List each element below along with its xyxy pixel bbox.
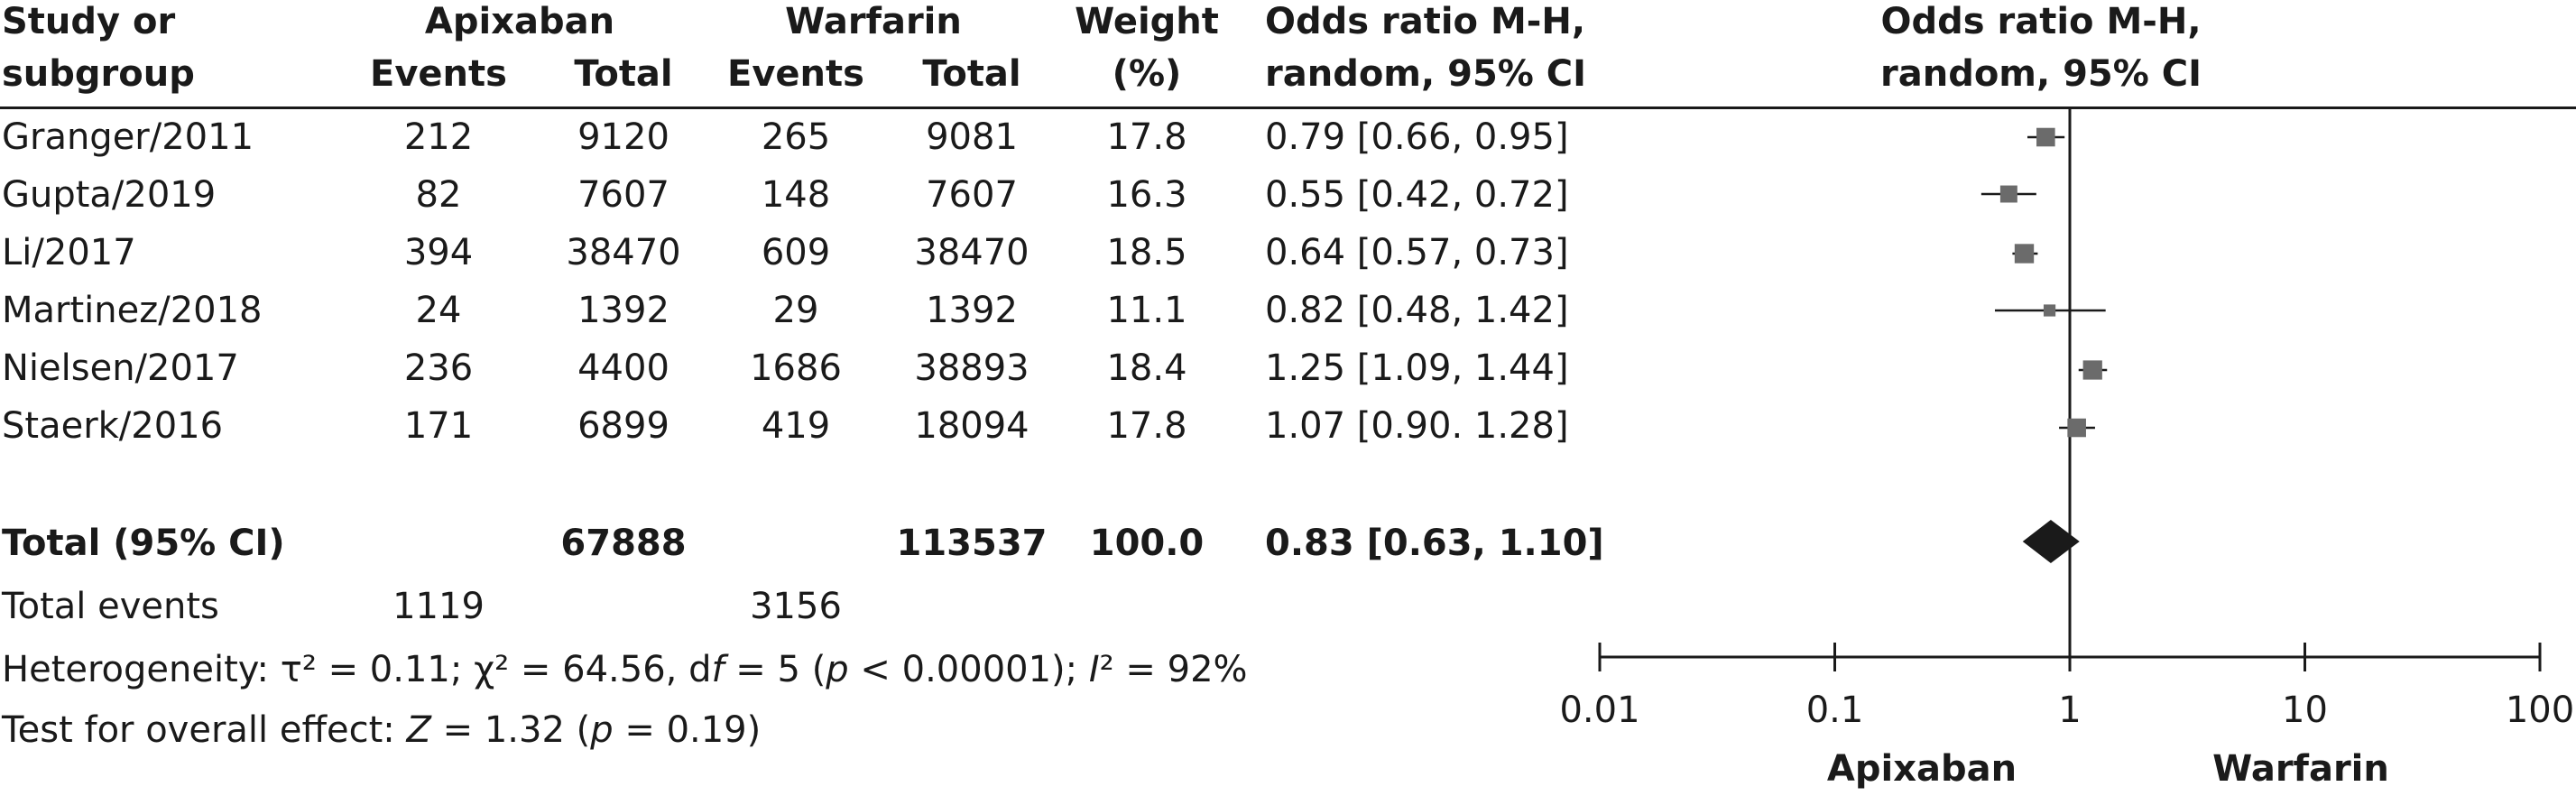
apix-total: 6899 [577, 405, 669, 447]
header-plot-line1: Odds ratio M-H, [1880, 1, 2202, 42]
study-ci: 0.55 [0.42, 0.72] [1265, 174, 1569, 216]
study-name: Li/2017 [2, 232, 136, 273]
header-study-line1: Study or [2, 1, 176, 42]
warf-total: 9081 [926, 116, 1018, 158]
study-point-marker [2067, 418, 2086, 438]
header-or-line2: random, 95% CI [1265, 53, 1587, 95]
total-label: Total (95% CI) [2, 523, 285, 564]
warf-total: 1392 [926, 290, 1018, 331]
apix-events: 236 [403, 347, 474, 389]
warf-events: 1686 [750, 347, 842, 389]
warf-events: 265 [761, 116, 831, 158]
total-weight: 100.0 [1089, 523, 1205, 564]
header-warf-total: Total [922, 53, 1021, 95]
study-point-marker [2082, 360, 2102, 380]
axis-label-warfarin: Warfarin [2212, 748, 2389, 790]
apix-events: 394 [403, 232, 474, 273]
warf-total: 18094 [914, 405, 1029, 447]
header-apixaban: Apixaban [424, 1, 615, 42]
warf-total: 7607 [926, 174, 1018, 216]
study-weight: 11.1 [1106, 290, 1187, 331]
x-tick-label: 10 [2282, 690, 2328, 731]
x-tick-label: 100 [2506, 690, 2574, 731]
pooled-diamond [2022, 520, 2080, 563]
study-point-marker [2043, 304, 2056, 317]
study-weight: 16.3 [1106, 174, 1187, 216]
total-warf-total: 113537 [896, 523, 1048, 564]
header-weight-line1: Weight [1075, 1, 1219, 42]
study-ci: 0.79 [0.66, 0.95] [1265, 116, 1569, 158]
events-warf: 3156 [750, 586, 842, 627]
study-ci: 1.07 [0.90. 1.28] [1265, 405, 1569, 447]
study-weight: 18.5 [1106, 232, 1187, 273]
x-tick-label: 0.1 [1806, 690, 1864, 731]
events-apix: 1119 [392, 586, 485, 627]
warf-events: 148 [761, 174, 831, 216]
header-plot-line2: random, 95% CI [1879, 53, 2202, 95]
x-tick-label: 1 [2058, 690, 2081, 731]
warf-events: 29 [772, 290, 819, 331]
overall-effect-text: Test for overall effect: Z = 1.32 (p = 0… [2, 709, 762, 751]
apix-total: 7607 [577, 174, 669, 216]
study-point-marker [2014, 244, 2035, 264]
study-weight: 17.8 [1106, 116, 1187, 158]
header-weight-line2: (%) [1112, 53, 1182, 95]
warf-total: 38893 [914, 347, 1029, 389]
total-apix-total: 67888 [560, 523, 687, 564]
apix-total: 4400 [577, 347, 669, 389]
header-apix-events: Events [370, 53, 507, 95]
apix-events: 171 [403, 405, 474, 447]
axis-label-apixaban: Apixaban [1826, 748, 2017, 790]
study-ci: 0.64 [0.57, 0.73] [1265, 232, 1569, 273]
study-point-marker [2036, 127, 2055, 147]
apix-events: 24 [415, 290, 462, 331]
study-ci: 0.82 [0.48, 1.42] [1265, 290, 1569, 331]
warf-total: 38470 [914, 232, 1029, 273]
header-warf-events: Events [727, 53, 864, 95]
heterogeneity-text: Heterogeneity: τ² = 0.11; χ² = 64.56, df… [2, 649, 1248, 690]
study-ci: 1.25 [1.09, 1.44] [1265, 347, 1569, 389]
warf-events: 419 [761, 405, 831, 447]
apix-total: 9120 [577, 116, 669, 158]
study-weight: 17.8 [1106, 405, 1187, 447]
study-name: Nielsen/2017 [2, 347, 239, 389]
header-apix-total: Total [574, 53, 673, 95]
warf-events: 609 [761, 232, 831, 273]
apix-events: 82 [415, 174, 462, 216]
study-point-marker [1999, 185, 2017, 203]
study-name: Martinez/2018 [2, 290, 263, 331]
x-tick-label: 0.01 [1559, 690, 1639, 731]
total-ci: 0.83 [0.63, 1.10] [1265, 523, 1604, 564]
apix-events: 212 [403, 116, 474, 158]
study-name: Gupta/2019 [2, 174, 217, 216]
study-weight: 18.4 [1106, 347, 1187, 389]
study-name: Staerk/2016 [2, 405, 224, 447]
apix-total: 1392 [577, 290, 669, 331]
apix-total: 38470 [566, 232, 681, 273]
study-name: Granger/2011 [2, 116, 254, 158]
header-or-line1: Odds ratio M-H, [1265, 1, 1586, 42]
header-study-line2: subgroup [2, 53, 195, 95]
events-label: Total events [2, 586, 219, 627]
header-divider [0, 106, 2576, 109]
header-warfarin: Warfarin [785, 1, 962, 42]
